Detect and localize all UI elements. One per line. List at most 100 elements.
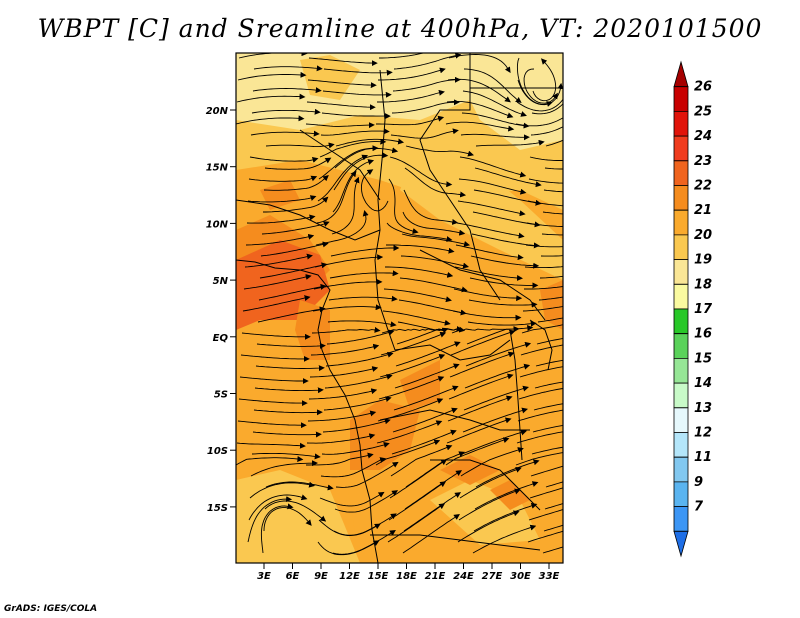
streamline bbox=[455, 244, 524, 261]
colorbar-label: 15 bbox=[694, 351, 712, 366]
streamline bbox=[318, 145, 379, 180]
lon-tick-label: 18E bbox=[396, 571, 417, 582]
streamline bbox=[390, 444, 453, 477]
country-boundaries bbox=[236, 53, 563, 563]
streamline bbox=[377, 89, 445, 103]
streamline bbox=[236, 93, 306, 103]
streamline bbox=[377, 398, 444, 422]
streamline bbox=[330, 245, 400, 257]
streamline bbox=[543, 189, 563, 193]
colorbar-segment bbox=[673, 60, 689, 88]
streamline bbox=[236, 442, 306, 449]
streamline bbox=[544, 503, 563, 510]
colorbar-segment bbox=[673, 283, 689, 310]
colorbar-segment bbox=[673, 160, 689, 186]
streamline bbox=[332, 159, 375, 213]
streamline bbox=[459, 156, 527, 178]
streamline bbox=[251, 108, 321, 115]
streamline bbox=[242, 295, 311, 312]
colorbar-label: 25 bbox=[694, 104, 712, 119]
streamline bbox=[311, 326, 381, 334]
streamline bbox=[527, 530, 563, 543]
streamline bbox=[540, 255, 563, 257]
streamline bbox=[524, 266, 563, 269]
streamline bbox=[387, 503, 446, 543]
colorbar-segment bbox=[673, 135, 689, 162]
streamline bbox=[395, 341, 461, 367]
streamline bbox=[329, 270, 399, 279]
streamline bbox=[458, 488, 521, 521]
lon-tick-label: 9E bbox=[314, 571, 328, 582]
streamline bbox=[386, 222, 453, 243]
streamline bbox=[334, 147, 399, 169]
streamline bbox=[323, 396, 392, 411]
colorbar-segment bbox=[673, 86, 689, 112]
streamline bbox=[333, 152, 389, 191]
streamline bbox=[448, 373, 514, 400]
streamline bbox=[461, 429, 527, 455]
streamlines bbox=[236, 53, 563, 556]
streamline bbox=[542, 546, 563, 554]
streamline bbox=[535, 359, 563, 367]
streamline bbox=[528, 509, 563, 521]
streamline bbox=[399, 277, 468, 293]
streamline bbox=[518, 387, 563, 400]
streamline bbox=[332, 529, 396, 555]
colorbar-segment bbox=[673, 530, 689, 558]
colorbar-label: 13 bbox=[694, 401, 712, 416]
streamline bbox=[264, 157, 332, 170]
streamline bbox=[394, 363, 460, 389]
streamline bbox=[532, 425, 563, 433]
streamline bbox=[467, 320, 537, 327]
streamline bbox=[520, 344, 563, 356]
streamline bbox=[522, 305, 563, 312]
streamline bbox=[255, 365, 325, 372]
streamline bbox=[376, 115, 445, 126]
streamline bbox=[320, 128, 390, 136]
colorbar-label: 20 bbox=[694, 228, 712, 243]
colorbar-segment bbox=[673, 456, 689, 483]
streamline bbox=[324, 374, 393, 389]
streamline bbox=[463, 385, 529, 411]
colorbar-label: 11 bbox=[694, 450, 712, 465]
map-frame bbox=[235, 52, 564, 564]
streamline bbox=[236, 456, 304, 466]
streamline bbox=[245, 233, 315, 246]
lon-tick-label: 30E bbox=[510, 571, 531, 582]
streamline bbox=[388, 481, 447, 521]
streamline bbox=[393, 53, 462, 70]
lat-tick-label: 10S bbox=[207, 446, 228, 457]
streamline bbox=[265, 142, 335, 149]
streamline bbox=[254, 387, 324, 394]
streamline bbox=[335, 461, 399, 488]
streamline bbox=[263, 507, 312, 532]
colorbar-segment bbox=[673, 358, 689, 384]
streamline bbox=[404, 167, 467, 198]
streamline bbox=[334, 490, 399, 513]
colorbar-label: 18 bbox=[694, 277, 712, 292]
wbpt-shading bbox=[236, 53, 563, 563]
streamline bbox=[539, 275, 563, 279]
streamline bbox=[537, 317, 563, 323]
streamline bbox=[402, 514, 460, 554]
streamline bbox=[319, 491, 385, 507]
lon-tick-label: 21E bbox=[425, 571, 446, 582]
streamline bbox=[457, 200, 526, 217]
colorbar-segment bbox=[673, 506, 689, 532]
colorbar-label: 22 bbox=[694, 179, 712, 194]
colorbar-segment bbox=[673, 234, 689, 260]
streamline bbox=[458, 178, 527, 195]
lon-tick-label: 27E bbox=[482, 571, 503, 582]
streamline bbox=[305, 122, 375, 129]
streamline bbox=[454, 266, 523, 281]
streamline bbox=[389, 459, 448, 499]
colorbar-segment bbox=[673, 432, 689, 458]
streamline bbox=[327, 320, 397, 328]
streamline bbox=[252, 87, 322, 94]
streamline bbox=[253, 65, 323, 72]
colorbar-label: 23 bbox=[694, 154, 712, 169]
streamline bbox=[263, 175, 329, 191]
streamline bbox=[471, 233, 540, 249]
lon-tick-label: 15E bbox=[368, 571, 389, 582]
streamline bbox=[250, 460, 318, 477]
